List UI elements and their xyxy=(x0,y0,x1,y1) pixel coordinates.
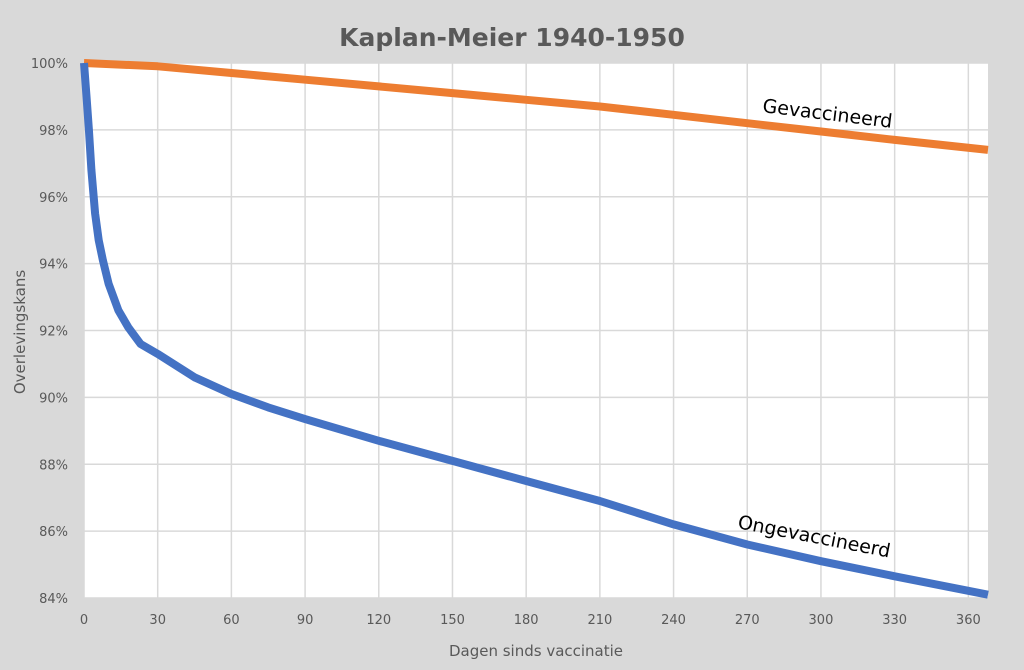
x-tick-label: 150 xyxy=(440,613,465,628)
x-tick-label: 90 xyxy=(297,613,314,628)
y-tick-label: 98% xyxy=(39,124,68,139)
x-tick-label: 120 xyxy=(366,613,391,628)
y-tick-label: 92% xyxy=(39,325,68,340)
x-tick-label: 0 xyxy=(80,613,88,628)
x-tick-label: 270 xyxy=(735,613,760,628)
y-tick-label: 96% xyxy=(39,191,68,206)
x-tick-label: 60 xyxy=(223,613,240,628)
x-tick-label: 210 xyxy=(587,613,612,628)
chart-title: Kaplan-Meier 1940-1950 xyxy=(339,23,685,52)
y-tick-label: 100% xyxy=(31,57,68,72)
x-tick-label: 30 xyxy=(149,613,166,628)
x-tick-label: 240 xyxy=(661,613,686,628)
y-tick-label: 90% xyxy=(39,391,68,406)
y-tick-label: 84% xyxy=(39,592,68,607)
y-axis-label: Overlevingskans xyxy=(11,270,29,394)
series-line-gevaccineerd xyxy=(83,59,989,154)
x-tick-label: 330 xyxy=(882,613,907,628)
x-tick-label: 360 xyxy=(956,613,981,628)
y-tick-label: 86% xyxy=(39,525,68,540)
series-line-ongevaccineerd xyxy=(80,62,989,599)
x-tick-label: 180 xyxy=(514,613,539,628)
y-tick-label: 88% xyxy=(39,458,68,473)
x-tick-label: 300 xyxy=(809,613,834,628)
x-axis-label: Dagen sinds vaccinatie xyxy=(449,642,623,660)
y-tick-label: 94% xyxy=(39,258,68,273)
